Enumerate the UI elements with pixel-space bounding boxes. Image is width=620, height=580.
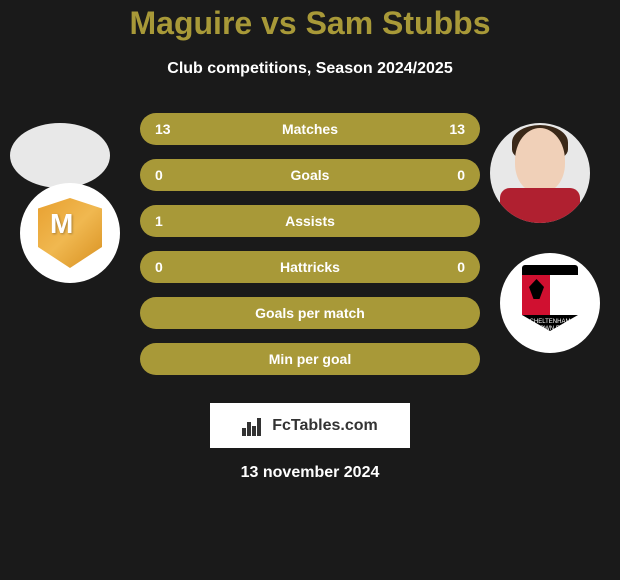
player-shirt xyxy=(500,188,580,223)
subtitle: Club competitions, Season 2024/2025 xyxy=(0,60,620,78)
stat-bars-container: 13 Matches 13 0 Goals 0 1 Assists 0 Hatt… xyxy=(140,113,480,389)
logo-text: FcTables.com xyxy=(272,417,378,435)
mk-dons-badge: M xyxy=(38,198,102,268)
player-avatar-right xyxy=(490,123,590,223)
stat-row-assists: 1 Assists xyxy=(140,205,480,237)
stat-label: Goals xyxy=(140,167,480,183)
stat-label: Min per goal xyxy=(140,351,480,367)
stat-row-goals: 0 Goals 0 xyxy=(140,159,480,191)
stat-label: Hattricks xyxy=(140,259,480,275)
stat-row-hattricks: 0 Hattricks 0 xyxy=(140,251,480,283)
stat-label: Assists xyxy=(140,213,480,229)
main-comparison-area: M CHELTENHAM TOWN FC 13 Matches 13 xyxy=(0,113,620,393)
stat-row-goals-per-match: Goals per match xyxy=(140,297,480,329)
player-avatar-left xyxy=(10,123,110,188)
chart-icon xyxy=(242,416,266,436)
fctables-logo[interactable]: FcTables.com xyxy=(210,403,410,448)
page-title: Maguire vs Sam Stubbs xyxy=(0,5,620,42)
stat-label: Matches xyxy=(140,121,480,137)
stat-label: Goals per match xyxy=(140,305,480,321)
date-label: 13 november 2024 xyxy=(0,464,620,482)
club-badge-right: CHELTENHAM TOWN FC xyxy=(500,253,600,353)
player-face xyxy=(515,128,565,193)
stat-row-min-per-goal: Min per goal xyxy=(140,343,480,375)
badge-text: CHELTENHAM TOWN FC xyxy=(522,319,578,333)
stat-row-matches: 13 Matches 13 xyxy=(140,113,480,145)
cheltenham-badge: CHELTENHAM TOWN FC xyxy=(522,265,578,341)
comparison-container: Maguire vs Sam Stubbs Club competitions,… xyxy=(0,0,620,580)
club-badge-left: M xyxy=(20,183,120,283)
badge-letter: M xyxy=(50,208,73,240)
